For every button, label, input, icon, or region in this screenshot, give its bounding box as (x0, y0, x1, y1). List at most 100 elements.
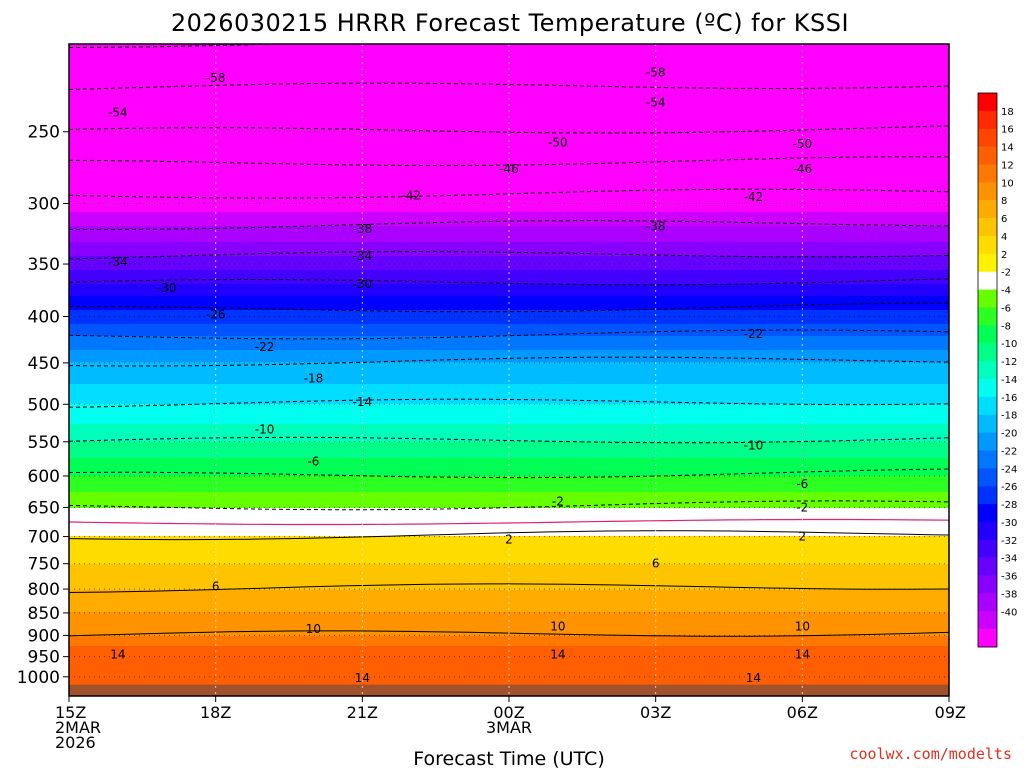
contour-label: -46 (793, 162, 813, 176)
temperature-band (69, 270, 949, 273)
temperature-band (69, 328, 949, 331)
temperature-band (69, 408, 949, 411)
contour-label: 10 (306, 622, 321, 636)
colorbar-swatch (978, 629, 997, 648)
colorbar-swatch (978, 539, 997, 558)
temperature-band (69, 60, 949, 63)
y-tick-label: 950 (28, 648, 60, 668)
x-tick-label: 00Z (493, 703, 524, 722)
temperature-band (69, 238, 949, 241)
contour-label: -34 (353, 249, 373, 263)
contour-label: -10 (255, 422, 275, 436)
temperature-band (69, 528, 949, 531)
temperature-band (69, 576, 949, 579)
temperature-band (69, 424, 949, 427)
temperature-band (69, 96, 949, 99)
y-tick-label: 400 (28, 308, 60, 328)
temperature-band (69, 444, 949, 447)
temperature-band (69, 72, 949, 75)
temperature-band (69, 582, 949, 585)
contour-label: -22 (255, 340, 275, 354)
temperature-band (69, 58, 949, 61)
temperature-band (69, 496, 949, 499)
temperature-band (69, 448, 949, 451)
temperature-band (69, 490, 949, 493)
chart-title: 2026030215 HRRR Forecast Temperature (ºC… (171, 9, 849, 37)
temperature-band (69, 142, 949, 145)
contour-label: 14 (110, 648, 125, 662)
temperature-band (69, 352, 949, 355)
contour-label: -54 (646, 95, 666, 109)
contour-label: -42 (401, 188, 421, 202)
temperature-band (69, 244, 949, 247)
temperature-band (69, 382, 949, 385)
colorbar-label: -26 (1001, 482, 1017, 493)
temperature-band (69, 208, 949, 211)
temperature-band (69, 432, 949, 435)
contour-label: 14 (550, 648, 565, 662)
temperature-band (69, 342, 949, 345)
temperature-band (69, 406, 949, 409)
colorbar-swatch (978, 182, 997, 201)
contour-label: -6 (307, 454, 319, 468)
temperature-band (69, 138, 949, 141)
temperature-band (69, 66, 949, 69)
contour-label: 2 (505, 532, 513, 546)
temperature-band (69, 558, 949, 561)
temperature-band (69, 508, 949, 511)
temperature-band (69, 492, 949, 495)
temperature-band (69, 88, 949, 91)
temperature-band (69, 658, 949, 661)
temperature-band (69, 474, 949, 477)
temperature-band (69, 102, 949, 105)
temperature-band (69, 640, 949, 643)
colorbar-swatch (978, 128, 997, 147)
temperature-band (69, 544, 949, 547)
temperature-band (69, 222, 949, 225)
temperature-band (69, 336, 949, 339)
x-axis-label: Forecast Time (UTC) (413, 748, 604, 768)
temperature-band (69, 126, 949, 129)
temperature-band (69, 384, 949, 387)
colorbar-label: -40 (1001, 607, 1017, 618)
temperature-band (69, 64, 949, 67)
temperature-band (69, 196, 949, 199)
temperature-band (69, 172, 949, 175)
temperature-band (69, 556, 949, 559)
colorbar-swatch (978, 253, 997, 273)
colorbar-label: -12 (1001, 357, 1017, 368)
colorbar-label: -18 (1001, 411, 1017, 422)
colorbar-swatch (978, 575, 997, 594)
temperature-band (69, 666, 949, 669)
temperature-band (69, 642, 949, 645)
temperature-band (69, 586, 949, 589)
temperature-band (69, 420, 949, 423)
temperature-band (69, 412, 949, 415)
colorbar-label: -8 (1001, 321, 1011, 332)
temperature-band (69, 340, 949, 343)
temperature-band (69, 166, 949, 169)
temperature-band (69, 252, 949, 255)
temperature-band (69, 682, 949, 685)
temperature-band (69, 466, 949, 469)
temperature-band (69, 630, 949, 633)
y-tick-label: 450 (28, 354, 60, 374)
surface-layer (69, 684, 949, 696)
colorbar-label: -32 (1001, 536, 1017, 547)
contour-label: 6 (212, 580, 220, 594)
temperature-band (69, 130, 949, 133)
colorbar-swatch (978, 361, 997, 380)
contour-label: -18 (304, 371, 324, 385)
temperature-band (69, 180, 949, 183)
y-tick-label: 1000 (17, 668, 60, 688)
temperature-band (69, 358, 949, 361)
colorbar: 18 16 14 12 10 8 6 4 2 -2 -4 -6 -8 -10 -12 -14 -16 -18 -20… (977, 92, 1017, 648)
temperature-band (69, 246, 949, 249)
temperature-band (69, 234, 949, 237)
temperature-band (69, 498, 949, 501)
colorbar-label: -34 (1001, 554, 1017, 565)
temperature-band (69, 538, 949, 541)
temperature-band (69, 292, 949, 295)
temperature-band (69, 364, 949, 367)
